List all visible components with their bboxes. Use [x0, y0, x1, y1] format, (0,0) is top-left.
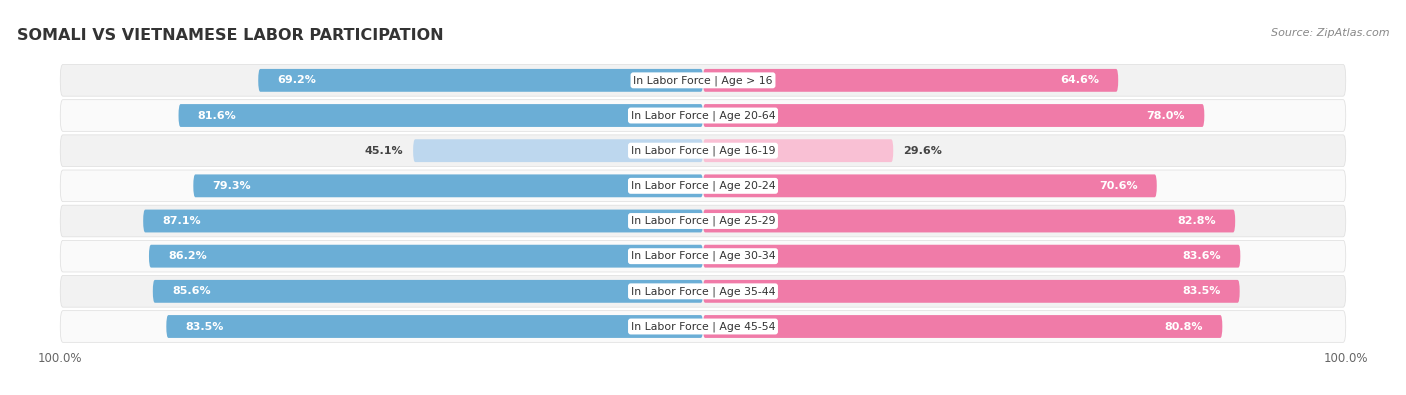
- FancyBboxPatch shape: [153, 280, 703, 303]
- FancyBboxPatch shape: [143, 210, 703, 232]
- Text: 81.6%: 81.6%: [198, 111, 236, 120]
- FancyBboxPatch shape: [60, 205, 1346, 237]
- Text: 29.6%: 29.6%: [903, 146, 942, 156]
- FancyBboxPatch shape: [149, 245, 703, 267]
- FancyBboxPatch shape: [703, 280, 1240, 303]
- Text: In Labor Force | Age 35-44: In Labor Force | Age 35-44: [631, 286, 775, 297]
- FancyBboxPatch shape: [703, 69, 1118, 92]
- Text: In Labor Force | Age 45-54: In Labor Force | Age 45-54: [631, 321, 775, 332]
- FancyBboxPatch shape: [166, 315, 703, 338]
- Text: 79.3%: 79.3%: [212, 181, 252, 191]
- Text: SOMALI VS VIETNAMESE LABOR PARTICIPATION: SOMALI VS VIETNAMESE LABOR PARTICIPATION: [17, 28, 443, 43]
- FancyBboxPatch shape: [259, 69, 703, 92]
- FancyBboxPatch shape: [60, 240, 1346, 272]
- FancyBboxPatch shape: [60, 170, 1346, 202]
- Text: 85.6%: 85.6%: [172, 286, 211, 296]
- FancyBboxPatch shape: [60, 311, 1346, 342]
- FancyBboxPatch shape: [60, 100, 1346, 131]
- Text: 82.8%: 82.8%: [1177, 216, 1216, 226]
- Text: 70.6%: 70.6%: [1099, 181, 1137, 191]
- FancyBboxPatch shape: [703, 104, 1205, 127]
- Text: 64.6%: 64.6%: [1060, 75, 1099, 85]
- Text: 78.0%: 78.0%: [1146, 111, 1185, 120]
- FancyBboxPatch shape: [703, 315, 1222, 338]
- Text: 86.2%: 86.2%: [169, 251, 207, 261]
- Text: In Labor Force | Age > 16: In Labor Force | Age > 16: [633, 75, 773, 86]
- FancyBboxPatch shape: [703, 175, 1157, 197]
- FancyBboxPatch shape: [703, 210, 1236, 232]
- FancyBboxPatch shape: [60, 64, 1346, 96]
- Text: 80.8%: 80.8%: [1164, 322, 1204, 331]
- Text: In Labor Force | Age 25-29: In Labor Force | Age 25-29: [631, 216, 775, 226]
- Text: 83.5%: 83.5%: [186, 322, 224, 331]
- FancyBboxPatch shape: [413, 139, 703, 162]
- FancyBboxPatch shape: [193, 175, 703, 197]
- FancyBboxPatch shape: [60, 135, 1346, 167]
- Text: In Labor Force | Age 30-34: In Labor Force | Age 30-34: [631, 251, 775, 261]
- Text: In Labor Force | Age 20-64: In Labor Force | Age 20-64: [631, 110, 775, 121]
- FancyBboxPatch shape: [703, 245, 1240, 267]
- Text: 69.2%: 69.2%: [277, 75, 316, 85]
- FancyBboxPatch shape: [60, 276, 1346, 307]
- Text: 87.1%: 87.1%: [163, 216, 201, 226]
- Text: Source: ZipAtlas.com: Source: ZipAtlas.com: [1271, 28, 1389, 38]
- Text: In Labor Force | Age 16-19: In Labor Force | Age 16-19: [631, 145, 775, 156]
- Text: 83.6%: 83.6%: [1182, 251, 1220, 261]
- FancyBboxPatch shape: [703, 139, 893, 162]
- Text: 83.5%: 83.5%: [1182, 286, 1220, 296]
- Text: In Labor Force | Age 20-24: In Labor Force | Age 20-24: [631, 181, 775, 191]
- Text: 45.1%: 45.1%: [364, 146, 404, 156]
- FancyBboxPatch shape: [179, 104, 703, 127]
